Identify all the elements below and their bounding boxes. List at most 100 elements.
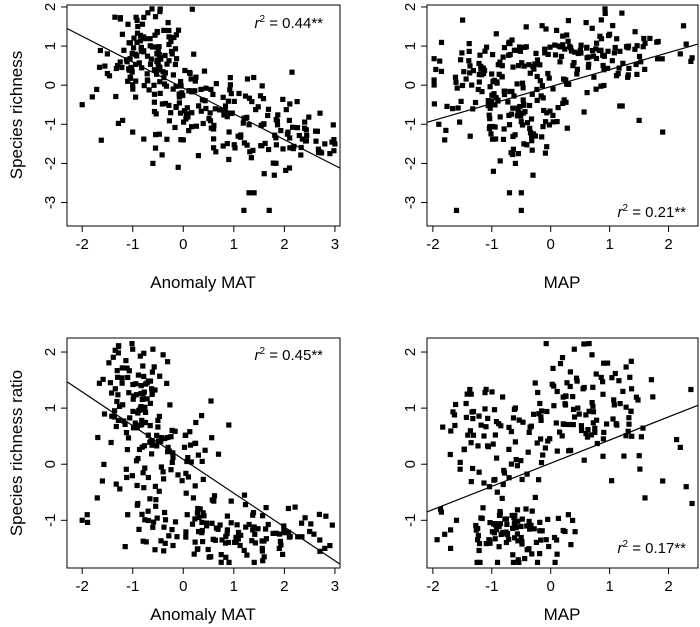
data-point	[215, 451, 222, 457]
data-point	[263, 536, 269, 542]
data-point	[518, 207, 524, 213]
data-point	[327, 543, 333, 549]
data-point	[513, 47, 519, 53]
data-point	[181, 444, 188, 450]
x-tick-label: -2	[426, 578, 439, 595]
data-point	[564, 32, 570, 38]
data-point	[583, 412, 589, 418]
data-point	[591, 74, 597, 80]
data-point	[227, 75, 233, 81]
data-point	[270, 530, 276, 536]
data-point	[124, 447, 130, 453]
data-point	[101, 461, 107, 467]
data-point	[179, 90, 185, 96]
data-point	[277, 538, 283, 544]
data-point	[598, 374, 604, 380]
data-point	[571, 346, 577, 352]
data-point	[251, 524, 257, 530]
data-point	[184, 111, 190, 117]
data-point	[494, 80, 500, 86]
data-point	[322, 141, 328, 147]
data-point	[219, 537, 225, 543]
data-point	[601, 82, 607, 89]
data-point	[155, 61, 161, 67]
data-point	[478, 63, 484, 69]
data-point	[518, 523, 524, 530]
data-point	[200, 510, 206, 516]
data-point	[322, 545, 328, 551]
data-point	[530, 131, 537, 137]
data-point	[261, 171, 267, 177]
data-point	[458, 98, 464, 104]
data-point	[570, 422, 576, 428]
data-point	[636, 117, 642, 123]
data-point	[527, 102, 533, 109]
x-tick-label: 2	[664, 578, 672, 595]
data-point	[563, 393, 569, 399]
data-point	[173, 104, 179, 110]
data-point	[606, 33, 612, 39]
data-point	[134, 17, 140, 23]
data-point	[133, 381, 139, 387]
data-point	[187, 442, 194, 448]
data-point	[247, 149, 253, 155]
y-tick-label: 1	[402, 42, 419, 50]
data-point	[178, 83, 184, 89]
data-point	[130, 82, 136, 88]
data-point	[444, 103, 450, 109]
data-point	[278, 542, 284, 548]
data-point	[485, 415, 491, 421]
data-point	[280, 551, 286, 557]
data-point	[589, 25, 595, 31]
data-point	[570, 394, 576, 400]
data-point	[140, 363, 146, 369]
data-point	[145, 474, 151, 481]
data-point	[515, 538, 521, 544]
data-point	[454, 85, 460, 91]
data-point	[537, 78, 543, 84]
data-point	[487, 124, 493, 130]
data-point	[487, 537, 493, 544]
data-point	[119, 64, 125, 71]
data-point	[623, 433, 629, 439]
data-point	[474, 559, 480, 565]
data-point	[147, 61, 154, 67]
data-point	[501, 45, 508, 51]
data-point	[476, 413, 482, 419]
y-tick-label: 1	[42, 404, 59, 412]
y-tick-label: 2	[402, 3, 419, 11]
data-point	[489, 529, 495, 535]
data-point	[152, 145, 159, 151]
data-point	[546, 543, 552, 550]
data-point	[255, 104, 261, 110]
data-point	[442, 531, 448, 537]
data-point	[209, 435, 215, 441]
data-point	[153, 497, 159, 503]
data-point	[155, 67, 161, 73]
data-point	[511, 93, 517, 99]
data-point	[119, 31, 125, 37]
data-point	[583, 431, 589, 437]
data-point	[508, 111, 515, 117]
data-point	[562, 401, 568, 407]
data-point	[625, 428, 631, 434]
data-point	[534, 57, 541, 63]
fit-line	[426, 43, 699, 123]
data-point	[129, 50, 135, 56]
data-point	[530, 63, 536, 69]
data-point	[443, 127, 449, 133]
data-point	[166, 34, 172, 40]
data-point	[207, 118, 214, 124]
y-tick-label: 0	[402, 460, 419, 468]
data-point	[122, 421, 128, 427]
data-point	[492, 536, 498, 542]
data-point	[625, 72, 631, 78]
data-point	[642, 40, 648, 46]
data-point	[242, 93, 249, 99]
x-tick-label: -1	[485, 236, 498, 253]
data-point	[134, 39, 140, 45]
data-point	[497, 158, 503, 164]
data-point	[517, 48, 523, 54]
data-point	[213, 149, 219, 155]
data-point	[546, 75, 552, 81]
